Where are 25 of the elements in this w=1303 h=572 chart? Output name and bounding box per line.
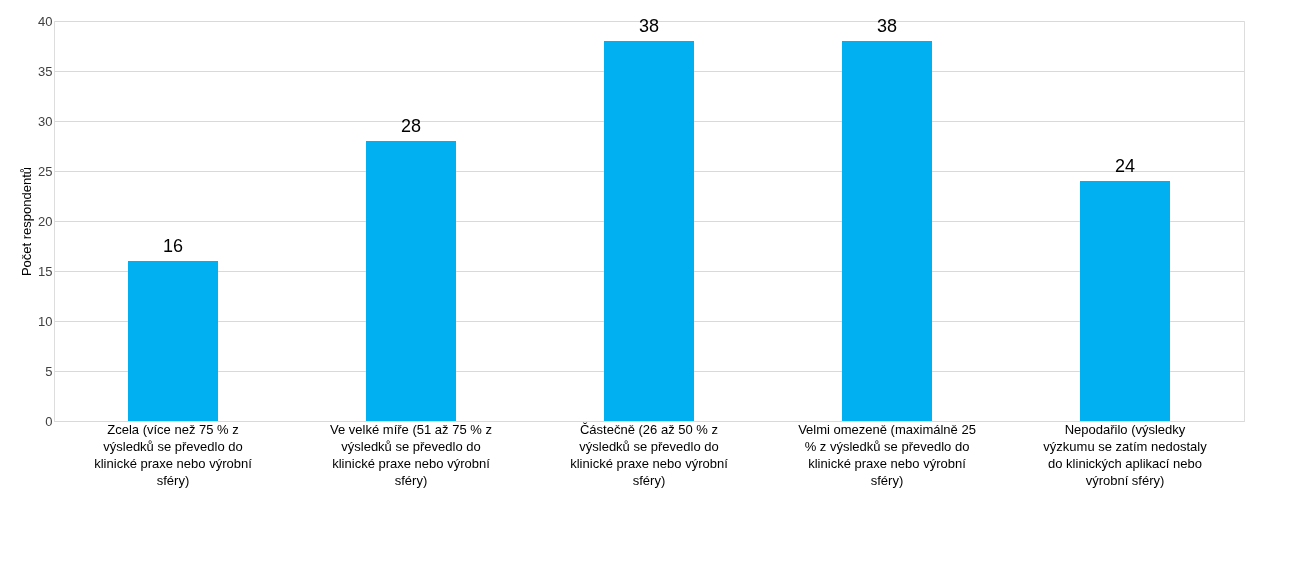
y-tick-label: 0 — [45, 413, 53, 429]
x-tick-label: Nepodařilo (výsledky výzkumu se zatím nedostaly do klinických aplikací nebo výrobní sféry) — [1043, 421, 1208, 488]
data-label: 24 — [1114, 156, 1136, 176]
y-tick-label: 40 — [38, 13, 53, 29]
y-tick-label: 5 — [45, 363, 53, 379]
x-tick-label: Velmi omezeně (maximálně 25 % z výsledků se převedlo do klinické praxe nebo výrobní sféry) — [798, 421, 976, 488]
bar — [1080, 181, 1170, 421]
x-tick-label: Zcela (více než 75 % z výsledků se převedlo do klinické praxe nebo výrobní sféry) — [94, 421, 253, 488]
y-tick-label: 35 — [38, 63, 53, 79]
x-tick-label: Ve velké míře (51 až 75 % z výsledků se převedlo do klinické praxe nebo výrobní sféry) — [330, 421, 492, 488]
data-label: 38 — [876, 16, 898, 36]
y-tick-label: 25 — [38, 163, 53, 179]
y-axis-title: Počet respondentů — [19, 166, 35, 277]
x-tick-label: Částečně (26 až 50 % z výsledků se převedlo do klinické praxe nebo výrobní sféry) — [570, 421, 729, 488]
data-label: 28 — [400, 116, 422, 136]
bar — [604, 41, 694, 421]
bar — [128, 261, 218, 421]
bar — [842, 41, 932, 421]
y-tick-label: 30 — [38, 113, 53, 129]
y-tick-label: 20 — [38, 213, 53, 229]
bar — [366, 141, 456, 421]
data-label: 38 — [638, 16, 660, 36]
y-tick-label: 10 — [38, 313, 53, 329]
y-tick-label: 15 — [38, 263, 53, 279]
data-label: 16 — [162, 236, 184, 256]
